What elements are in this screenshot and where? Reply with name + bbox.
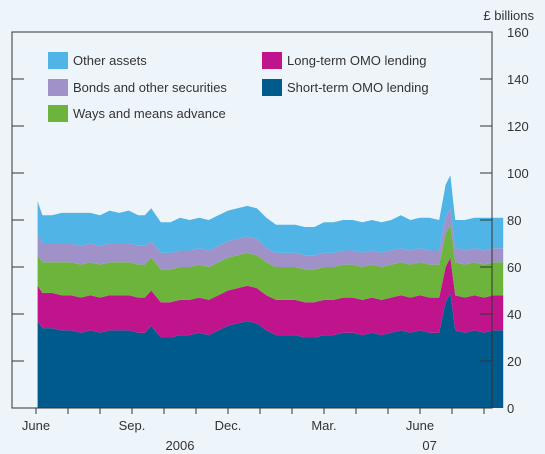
legend-label: Other assets (73, 53, 147, 68)
legend-swatch (48, 105, 68, 122)
x-year-label: 2006 (166, 438, 195, 453)
y-tick-label: 0 (507, 401, 514, 416)
legend-label: Short-term OMO lending (287, 80, 429, 95)
y-tick-label: 20 (507, 354, 521, 369)
y-tick-label: 140 (507, 72, 529, 87)
area-series-3 (37, 208, 504, 270)
y-tick-label: 60 (507, 260, 521, 275)
area-series-0 (37, 292, 504, 408)
area-series-1 (37, 257, 504, 338)
legend-swatch (262, 79, 282, 96)
y-tick-label: 120 (507, 119, 529, 134)
legend-swatch (48, 79, 68, 96)
x-tick-label: June (406, 418, 434, 433)
legend-label: Long-term OMO lending (287, 53, 426, 68)
legend: Other assets Bonds and other securities Wa… (48, 52, 429, 122)
stacked-areas (37, 175, 504, 408)
legend-swatch (48, 52, 68, 69)
legend-swatch (262, 52, 282, 69)
x-axis-ticks: June Sep. Dec. Mar. June 2006 07 (22, 408, 485, 453)
y-tick-label: 80 (507, 213, 521, 228)
area-series-4 (37, 175, 504, 256)
y-axis-ticks: 0 20 40 60 80 100 120 140 160 (12, 25, 529, 416)
y-tick-label: 100 (507, 166, 529, 181)
legend-label: Bonds and other securities (73, 80, 227, 95)
x-tick-label: June (22, 418, 50, 433)
x-tick-label: Mar. (311, 418, 336, 433)
x-tick-label: Sep. (119, 418, 146, 433)
y-tick-label: 160 (507, 25, 529, 40)
legend-label: Ways and means advance (73, 106, 226, 121)
area-series-2 (37, 224, 504, 303)
x-tick-label: Dec. (215, 418, 242, 433)
y-axis-unit-label: £ billions (483, 8, 534, 23)
x-year-label: 07 (422, 438, 436, 453)
y-tick-label: 40 (507, 307, 521, 322)
